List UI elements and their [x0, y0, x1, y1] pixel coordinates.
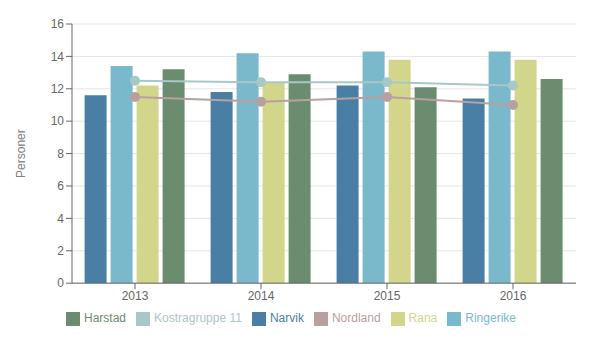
- svg-text:2: 2: [57, 244, 64, 258]
- svg-text:2013: 2013: [122, 289, 149, 303]
- svg-text:4: 4: [57, 212, 64, 226]
- svg-text:2015: 2015: [374, 289, 401, 303]
- svg-text:6: 6: [57, 179, 64, 193]
- html-text:Narvik: Narvik: [269, 311, 304, 326]
- html-text:Kostragruppe 11: Kostragruppe 11: [154, 311, 242, 326]
- svg-text:16: 16: [51, 17, 65, 31]
- svg-text:10: 10: [51, 114, 65, 128]
- svg-text:Personer: Personer: [14, 129, 28, 178]
- svg-text:14: 14: [51, 50, 65, 64]
- svg-text:12: 12: [51, 82, 65, 96]
- html-text:Nordland: Nordland: [331, 311, 381, 326]
- html-text:Harstad: Harstad: [84, 311, 126, 326]
- html-text:Rana: Rana: [408, 311, 438, 326]
- svg-text:2014: 2014: [248, 289, 275, 303]
- svg-text:8: 8: [57, 147, 64, 161]
- svg-text:2016: 2016: [500, 289, 527, 303]
- html-text:Ringerike: Ringerike: [465, 311, 516, 326]
- svg-text:0: 0: [57, 276, 64, 290]
